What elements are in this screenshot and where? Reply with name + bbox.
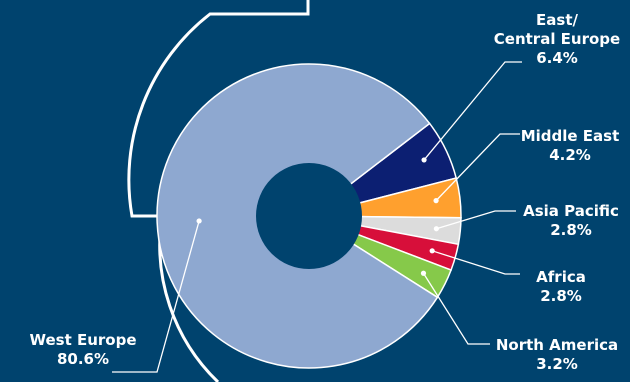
label-east-central-europe: East/ Central Europe 6.4% (486, 11, 628, 68)
value-label: 2.8% (540, 287, 582, 305)
leader-dot (420, 270, 427, 276)
leader-dot (433, 198, 439, 204)
category-name: Africa (536, 268, 586, 286)
category-name: Asia Pacific (523, 202, 619, 220)
leader-line (423, 61, 522, 161)
leader-line (112, 220, 200, 373)
category-name: West Europe (29, 331, 137, 349)
leader-line (436, 210, 516, 230)
value-label: 3.2% (536, 355, 578, 373)
donut-hole (256, 163, 362, 269)
category-name-line1: East/ (536, 11, 578, 29)
value-label: 80.6% (56, 350, 110, 368)
label-north-america: North America 3.2% (487, 336, 627, 374)
label-west-europe: West Europe 80.6% (22, 331, 144, 369)
leader-dot (429, 248, 435, 254)
label-africa: Africa 2.8% (522, 268, 600, 306)
leader-line (431, 250, 520, 275)
bracket-decoration (127, 0, 310, 382)
category-name-line2: Central Europe (493, 30, 621, 48)
label-asia-pacific: Asia Pacific 2.8% (517, 202, 625, 240)
leader-line (422, 272, 490, 345)
label-middle-east: Middle East 4.2% (517, 127, 623, 165)
category-name: North America (495, 336, 619, 354)
leader-line (435, 133, 520, 202)
leader-dot (421, 157, 427, 163)
leader-dot (433, 226, 439, 232)
category-name: Middle East (520, 127, 620, 145)
leader-dot (196, 218, 202, 224)
value-label: 2.8% (550, 221, 592, 239)
value-label: 4.2% (549, 146, 591, 164)
value-label: 6.4% (536, 49, 578, 67)
